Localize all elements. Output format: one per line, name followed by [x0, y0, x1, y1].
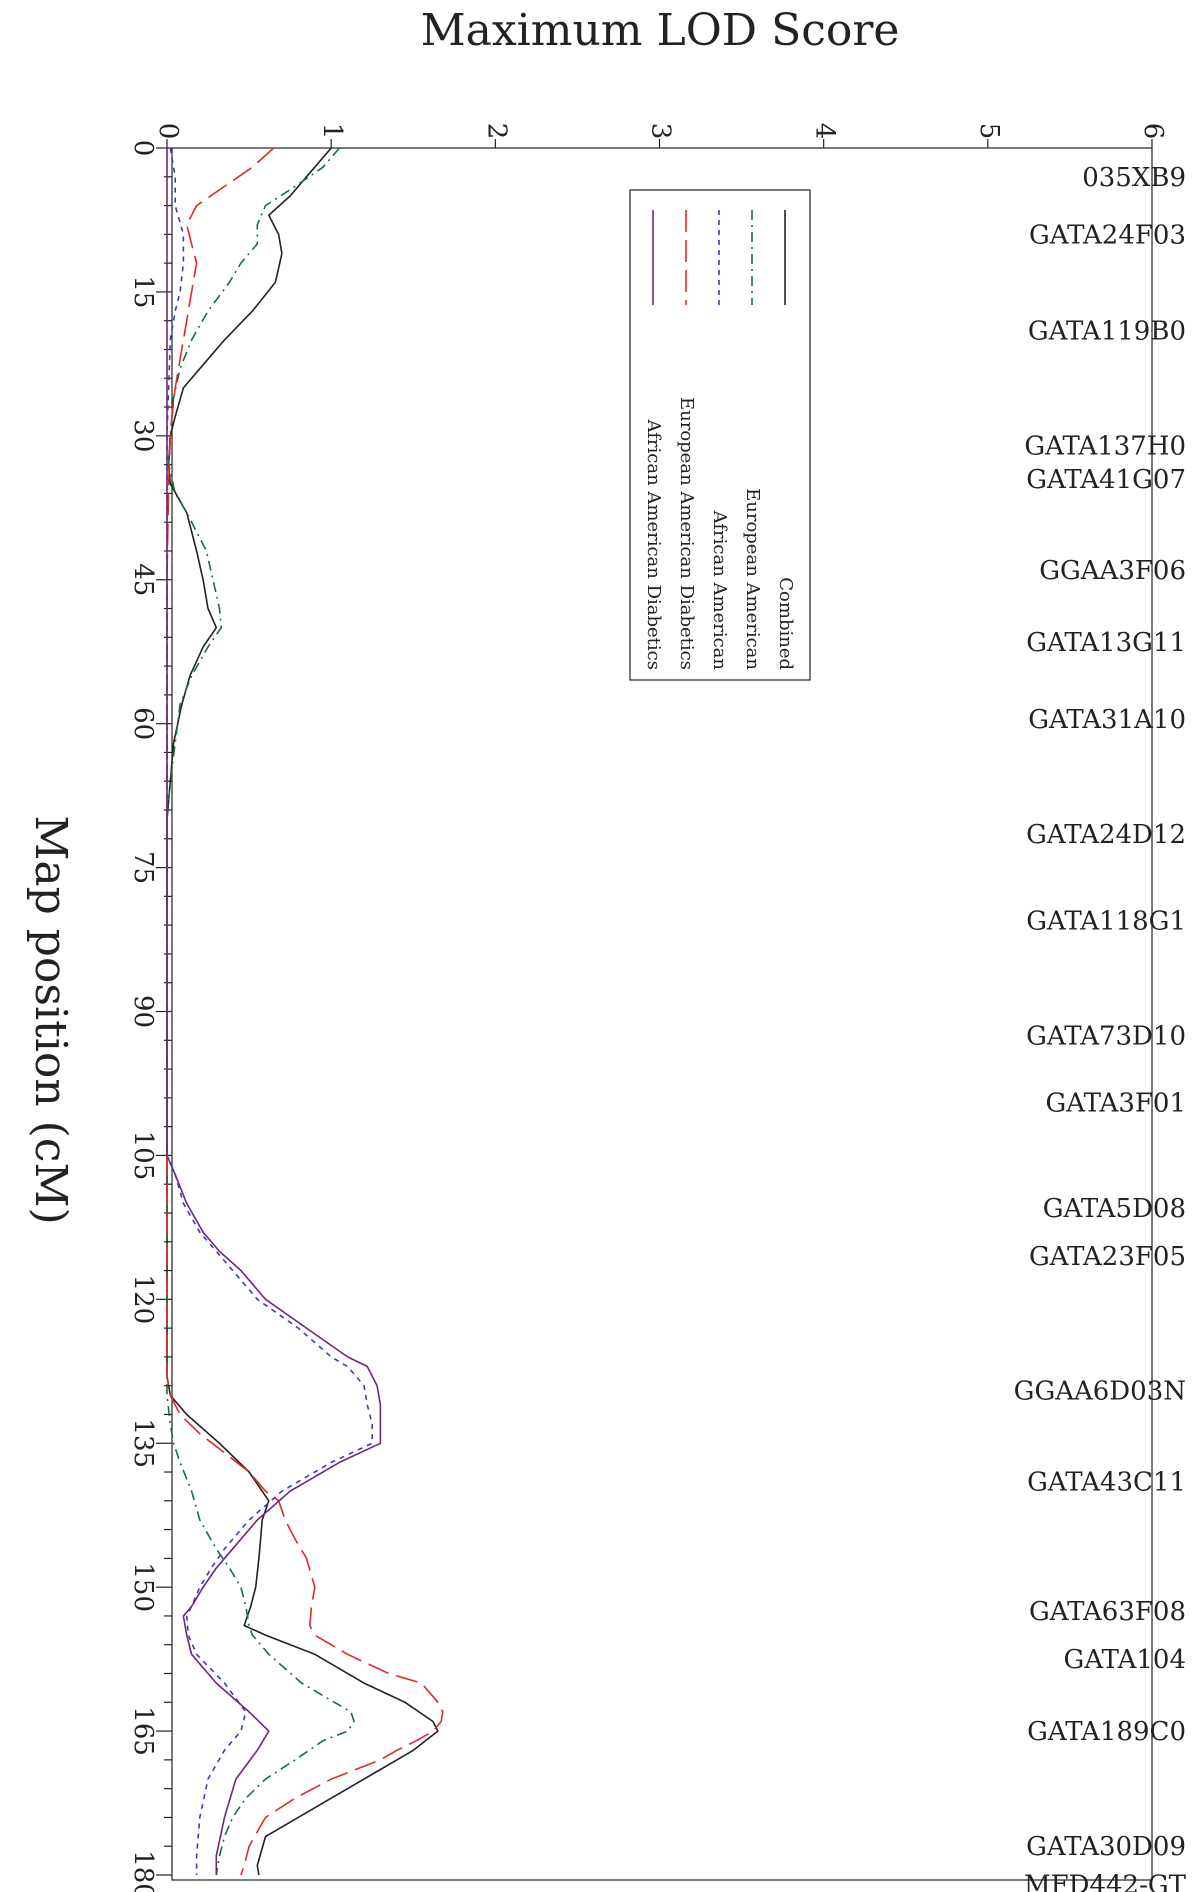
- marker-label: GATA104: [1064, 1645, 1186, 1675]
- position-tick-label: 30: [128, 419, 158, 452]
- marker-label: GATA118G1: [1026, 906, 1186, 936]
- lod-tick-label: 2: [481, 123, 511, 140]
- marker-label: GATA24F03: [1029, 220, 1186, 250]
- series-line-african-american: [166, 147, 374, 1875]
- marker-label: MFD442-GT: [1024, 1871, 1187, 1892]
- position-tick-label: 135: [128, 1418, 158, 1468]
- legend: Combined European American African America…: [629, 189, 811, 681]
- legend-label-african-american: African American: [709, 510, 730, 671]
- position-tick-label: 75: [128, 851, 158, 884]
- position-tick-label: 150: [128, 1562, 158, 1612]
- marker-label: GATA5D08: [1043, 1194, 1186, 1224]
- marker-label: GATA13G11: [1026, 628, 1186, 658]
- legend-label-european-american-diabetics: European American Diabetics: [676, 397, 697, 670]
- x-axis-title: Map position (cM): [25, 815, 76, 1224]
- marker-label: GATA63F08: [1029, 1597, 1186, 1627]
- lod-tick-label: 3: [646, 123, 676, 140]
- marker-label: GATA31A10: [1028, 705, 1186, 735]
- marker-label: GATA24D12: [1026, 820, 1186, 850]
- marker-label: GGAA3F06: [1039, 556, 1186, 586]
- map-position-axis: 0 15 30 45 60 75 90 105 120 135 150 165 180: [128, 140, 172, 1892]
- marker-label: GATA189C0: [1027, 1717, 1186, 1747]
- position-tick-label: 90: [128, 995, 158, 1028]
- position-tick-label: 105: [128, 1131, 158, 1181]
- position-tick-label: 60: [128, 707, 158, 740]
- series-line-african-american-diabetics: [166, 148, 382, 1875]
- marker-label: GATA3F01: [1046, 1089, 1187, 1119]
- y-axis-title: Maximum LOD Score: [421, 5, 900, 56]
- marker-label: GATA73D10: [1026, 1021, 1186, 1051]
- axis-titles: Maximum LOD Score Map position (cM): [25, 5, 899, 1225]
- lod-tick-label: 4: [810, 123, 840, 140]
- marker-label: GGAA6D03N: [1014, 1376, 1186, 1406]
- legend-box: [629, 189, 811, 681]
- marker-label: GATA43C11: [1027, 1468, 1186, 1498]
- lod-tick-label: 0: [153, 123, 183, 140]
- series-line-european-american-diabetics: [166, 147, 444, 1876]
- plot-frame: [171, 147, 1153, 1881]
- marker-label: GATA119B0: [1028, 316, 1186, 346]
- position-tick-label: 15: [128, 275, 158, 308]
- marker-label: 035XB9: [1082, 163, 1186, 193]
- plot-border: [171, 147, 1153, 1881]
- marker-label: GATA30D09: [1026, 1832, 1186, 1862]
- legend-label-european-american: European American: [742, 488, 763, 670]
- series-line-european-american: [166, 147, 355, 1876]
- position-tick-label: 180: [128, 1850, 158, 1892]
- series-line-combined: [166, 147, 439, 1876]
- legend-label-combined: Combined: [775, 577, 796, 670]
- position-tick-label: 0: [128, 140, 158, 157]
- marker-labels: 035XB9 GATA24F03 GATA119B0 GATA137H0 GATA41G…: [1014, 163, 1187, 1892]
- marker-label: GATA41G07: [1026, 465, 1186, 495]
- lod-score-axis: 0 1 2 3 4 5 6: [153, 123, 1168, 148]
- position-tick-label: 165: [128, 1706, 158, 1756]
- lod-tick-label: 1: [317, 123, 347, 140]
- series-lines: [166, 147, 444, 1876]
- marker-label: GATA23F05: [1029, 1242, 1186, 1272]
- marker-label: GATA137H0: [1024, 431, 1186, 461]
- lod-tick-label: 6: [1138, 123, 1168, 140]
- lod-tick-label: 5: [974, 123, 1004, 140]
- position-tick-label: 120: [128, 1275, 158, 1325]
- legend-label-african-american-diabetics: African American Diabetics: [643, 419, 664, 670]
- position-tick-label: 45: [128, 563, 158, 596]
